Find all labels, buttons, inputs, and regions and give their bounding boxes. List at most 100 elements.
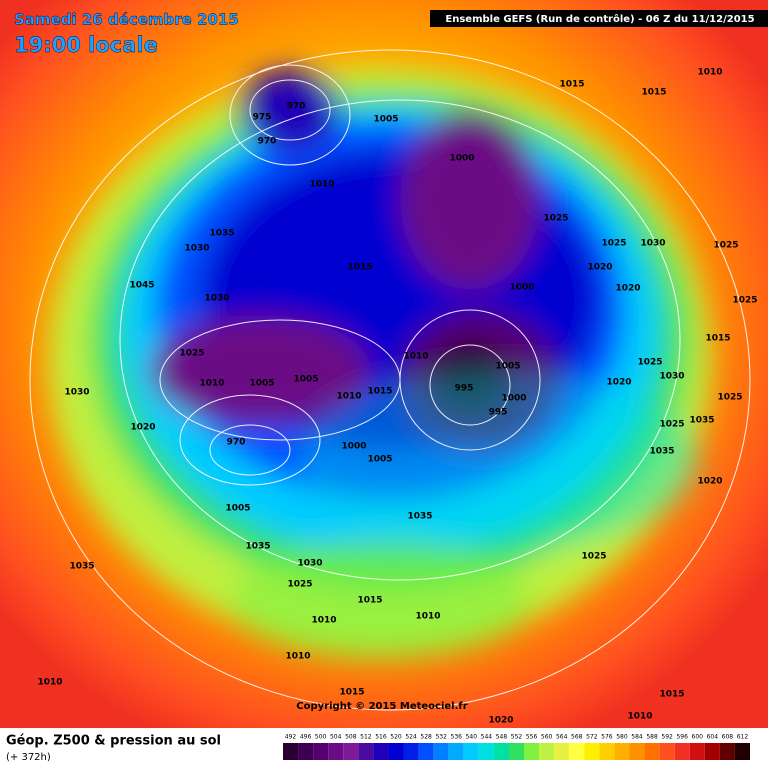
isobar-label: 1010 bbox=[403, 352, 428, 362]
colorbar-label: 584 bbox=[631, 734, 643, 741]
isobar-label: 1025 bbox=[659, 420, 684, 430]
isobar-label: 1030 bbox=[64, 388, 89, 398]
colorbar-swatch bbox=[584, 743, 600, 760]
colorbar-label: 608 bbox=[722, 734, 734, 741]
isobar-label: 1020 bbox=[587, 263, 612, 273]
isobar-label: 1035 bbox=[69, 562, 94, 572]
isobar-label: 1025 bbox=[581, 552, 606, 562]
isobar-label: 1025 bbox=[601, 239, 626, 249]
isobar-label: 1045 bbox=[129, 281, 154, 291]
colorbar-swatch bbox=[283, 743, 299, 760]
colorbar-label: 496 bbox=[300, 734, 312, 741]
colorbar-swatch bbox=[463, 743, 479, 760]
isobar-label: 1020 bbox=[606, 378, 631, 388]
colorbar-swatch bbox=[313, 743, 329, 760]
colorbar-swatch bbox=[343, 743, 359, 760]
isobar-label: 1000 bbox=[509, 283, 534, 293]
colorbar-swatch bbox=[734, 743, 750, 760]
colorbar-label: 528 bbox=[420, 734, 432, 741]
colorbar-label: 576 bbox=[601, 734, 613, 741]
colorbar-swatch bbox=[704, 743, 720, 760]
colorbar-swatch bbox=[418, 743, 434, 760]
colorbar-label: 552 bbox=[511, 734, 523, 741]
isobar-label: 1025 bbox=[732, 296, 757, 306]
isobar-label: 1010 bbox=[627, 712, 652, 722]
isobar-label: 970 bbox=[287, 102, 306, 112]
copyright: Copyright © 2015 Meteociel.fr bbox=[296, 701, 467, 712]
isobar-label: 1035 bbox=[245, 542, 270, 552]
colorbar-swatch bbox=[569, 743, 585, 760]
colorbar-swatch bbox=[719, 743, 735, 760]
colorbar-label: 548 bbox=[496, 734, 508, 741]
isobar-label: 1005 bbox=[225, 504, 250, 514]
date-title: Samedi 26 décembre 2015 bbox=[14, 11, 239, 29]
colorbar-label: 604 bbox=[707, 734, 719, 741]
colorbar-label: 568 bbox=[571, 734, 583, 741]
colorbar-label: 508 bbox=[345, 734, 357, 741]
isobar-label: 1015 bbox=[705, 334, 730, 344]
isobar-label: 1010 bbox=[336, 392, 361, 402]
colorbar-swatch bbox=[614, 743, 630, 760]
isobar-label: 1015 bbox=[559, 80, 584, 90]
colorbar-swatch bbox=[493, 743, 509, 760]
colorbar-label: 492 bbox=[285, 734, 297, 741]
isobar-label: 1030 bbox=[640, 239, 665, 249]
isobar-label: 995 bbox=[489, 408, 508, 418]
colorbar-swatch bbox=[388, 743, 404, 760]
isobar-label: 1015 bbox=[659, 690, 684, 700]
colorbar-label: 500 bbox=[315, 734, 327, 741]
colorbar-label: 580 bbox=[616, 734, 628, 741]
isobar-label: 1010 bbox=[199, 379, 224, 389]
isobar-label: 1035 bbox=[689, 416, 714, 426]
isobar-labels: 1015 1015 1010 970 975 970 1005 1000 1025 1010 103… bbox=[37, 68, 757, 726]
isobar-label: 1020 bbox=[615, 284, 640, 294]
colorbar-label: 524 bbox=[405, 734, 417, 741]
isobar-label: 1015 bbox=[347, 263, 372, 273]
colorbar-label: 564 bbox=[556, 734, 568, 741]
colorbar-swatch bbox=[478, 743, 494, 760]
isobar-label: 1010 bbox=[309, 180, 334, 190]
colorbar-label: 600 bbox=[692, 734, 704, 741]
product-label: Géop. Z500 & pression au sol bbox=[6, 734, 221, 749]
isobar-label: 1015 bbox=[367, 387, 392, 397]
colorbar-swatch bbox=[433, 743, 449, 760]
isobar-label: 1020 bbox=[697, 477, 722, 487]
isobar-label: 995 bbox=[455, 384, 474, 394]
map-field bbox=[0, 0, 768, 728]
model-box bbox=[430, 10, 768, 27]
colorbar-swatch bbox=[448, 743, 464, 760]
colorbar-label: 556 bbox=[526, 734, 538, 741]
isobar-label: 1015 bbox=[357, 596, 382, 606]
colorbar-swatch bbox=[373, 743, 389, 760]
isobar-label: 1010 bbox=[311, 616, 336, 626]
colorbar-swatch bbox=[674, 743, 690, 760]
colorbar-swatch bbox=[298, 743, 314, 760]
isobar-label: 1010 bbox=[415, 612, 440, 622]
colorbar-label: 588 bbox=[646, 734, 658, 741]
isobar-label: 1020 bbox=[130, 423, 155, 433]
isobar-label: 1010 bbox=[37, 678, 62, 688]
colorbar-label: 612 bbox=[737, 734, 749, 741]
isobar-label: 970 bbox=[227, 438, 246, 448]
isobar-label: 1025 bbox=[543, 214, 568, 224]
model-label: Ensemble GEFS (Run de contrôle) - 06 Z d… bbox=[445, 13, 754, 25]
isobar-label: 975 bbox=[253, 113, 272, 123]
isobar-label: 1010 bbox=[285, 652, 310, 662]
colorbar-label: 572 bbox=[586, 734, 598, 741]
isobar-label: 1030 bbox=[659, 372, 684, 382]
time-title: 19:00 locale bbox=[14, 33, 158, 57]
colorbar-swatch bbox=[599, 743, 615, 760]
colorbar-label: 520 bbox=[390, 734, 402, 741]
isobar-label: 1000 bbox=[341, 442, 366, 452]
isobar-label: 1035 bbox=[407, 512, 432, 522]
isobar-label: 1035 bbox=[649, 447, 674, 457]
isobar-label: 970 bbox=[258, 137, 277, 147]
colorbar-label: 560 bbox=[541, 734, 553, 741]
colorbar-label: 596 bbox=[676, 734, 688, 741]
colorbar-label: 544 bbox=[481, 734, 493, 741]
isobar-label: 1010 bbox=[697, 68, 722, 78]
colorbar-swatch bbox=[689, 743, 705, 760]
isobar-label: 1030 bbox=[297, 559, 322, 569]
colorbar-swatch bbox=[644, 743, 660, 760]
isobar-label: 1025 bbox=[287, 580, 312, 590]
